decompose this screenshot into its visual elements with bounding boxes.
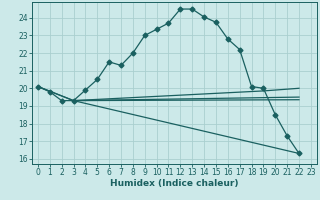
X-axis label: Humidex (Indice chaleur): Humidex (Indice chaleur) <box>110 179 239 188</box>
